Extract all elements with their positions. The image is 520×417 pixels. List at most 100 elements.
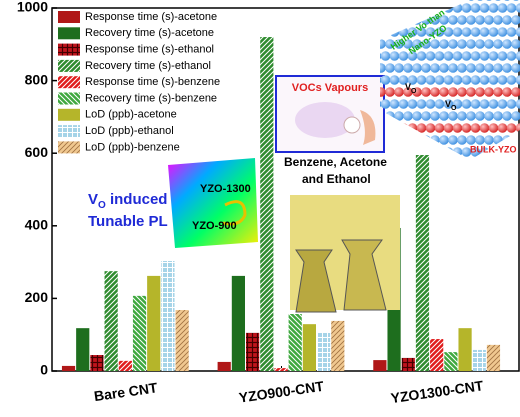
sphere [448,0,458,1]
sphere [439,15,449,25]
sphere [470,3,481,13]
sphere [497,3,508,13]
sphere [403,135,413,145]
sphere [515,75,520,85]
sphere [493,135,503,145]
sphere [425,51,436,61]
sphere [403,111,413,121]
sphere [515,99,520,109]
sphere [416,75,427,85]
sphere [466,63,476,73]
sphere [380,39,386,49]
legend-swatch [58,108,80,121]
sphere [515,27,520,37]
sphere [380,0,386,1]
sphere [511,0,520,1]
sphere [484,15,494,25]
sphere [367,39,377,49]
sphere [488,51,499,61]
sphere [515,123,520,133]
sphere [425,99,436,109]
sphere [385,135,395,145]
x-tick-label: YZO1300-CNT [390,377,485,406]
sphere [470,99,481,109]
sphere [439,63,449,73]
sphere [470,75,481,85]
sphere [484,63,494,73]
sphere [407,123,418,133]
sphere [502,0,512,1]
legend-label: LoD (ppb)-acetone [85,109,177,121]
pl-inset-label: YZO-900 [192,220,237,232]
legend-label: LoD (ppb)-ethanol [85,125,174,137]
sphere [448,87,458,97]
sphere [403,87,413,97]
sphere [416,51,427,61]
sphere [385,39,395,49]
bulk-label: BULK-YZO [470,144,517,154]
vial [343,116,361,134]
sphere [421,135,431,145]
sensor [295,249,337,313]
bar [147,275,161,371]
sphere [421,39,431,49]
sphere [394,111,404,121]
sphere [403,0,413,1]
sphere [506,3,517,13]
y-tick-label: 200 [25,289,49,305]
sphere [488,99,499,109]
y-tick-label: 800 [25,71,49,87]
sphere [421,63,431,73]
sphere [398,123,409,133]
sphere [457,15,467,25]
sphere [448,111,458,121]
sphere [457,39,467,49]
pl-inset [168,158,258,248]
sphere [479,75,490,85]
sphere [466,39,476,49]
sphere [502,135,512,145]
sphere [412,111,422,121]
y-tick-label: 0 [40,362,48,378]
sphere [452,51,463,61]
sphere [412,39,422,49]
sphere [493,63,503,73]
bar [260,37,274,371]
sphere [407,27,418,37]
sphere [421,111,431,121]
pl-curve [222,200,247,226]
sensor [341,239,387,311]
sphere [385,111,395,121]
sphere [488,123,499,133]
sphere [497,51,508,61]
x-tick-label: YZO900-CNT [238,378,325,406]
sphere [515,51,520,61]
sphere [493,0,503,1]
sphere [461,99,472,109]
sphere [389,51,400,61]
sphere [502,111,512,121]
sphere [448,15,458,25]
pl-label: VO induced [88,191,167,211]
sphere [412,63,422,73]
bar [458,328,472,371]
sphere [380,51,382,61]
sphere [457,63,467,73]
sphere [452,123,463,133]
sphere [457,135,467,145]
sphere [398,147,409,157]
vo-label: VO [405,82,417,94]
sphere [439,135,449,145]
sphere [394,0,404,1]
sphere [380,15,386,25]
bar [486,344,501,371]
voc-caption: and Ethanol [302,172,371,186]
sphere [493,39,503,49]
sphere [434,51,445,61]
sphere [434,123,445,133]
sphere [443,123,454,133]
sphere [443,51,454,61]
sphere [380,27,391,37]
sphere [488,3,499,13]
sphere [484,135,494,145]
